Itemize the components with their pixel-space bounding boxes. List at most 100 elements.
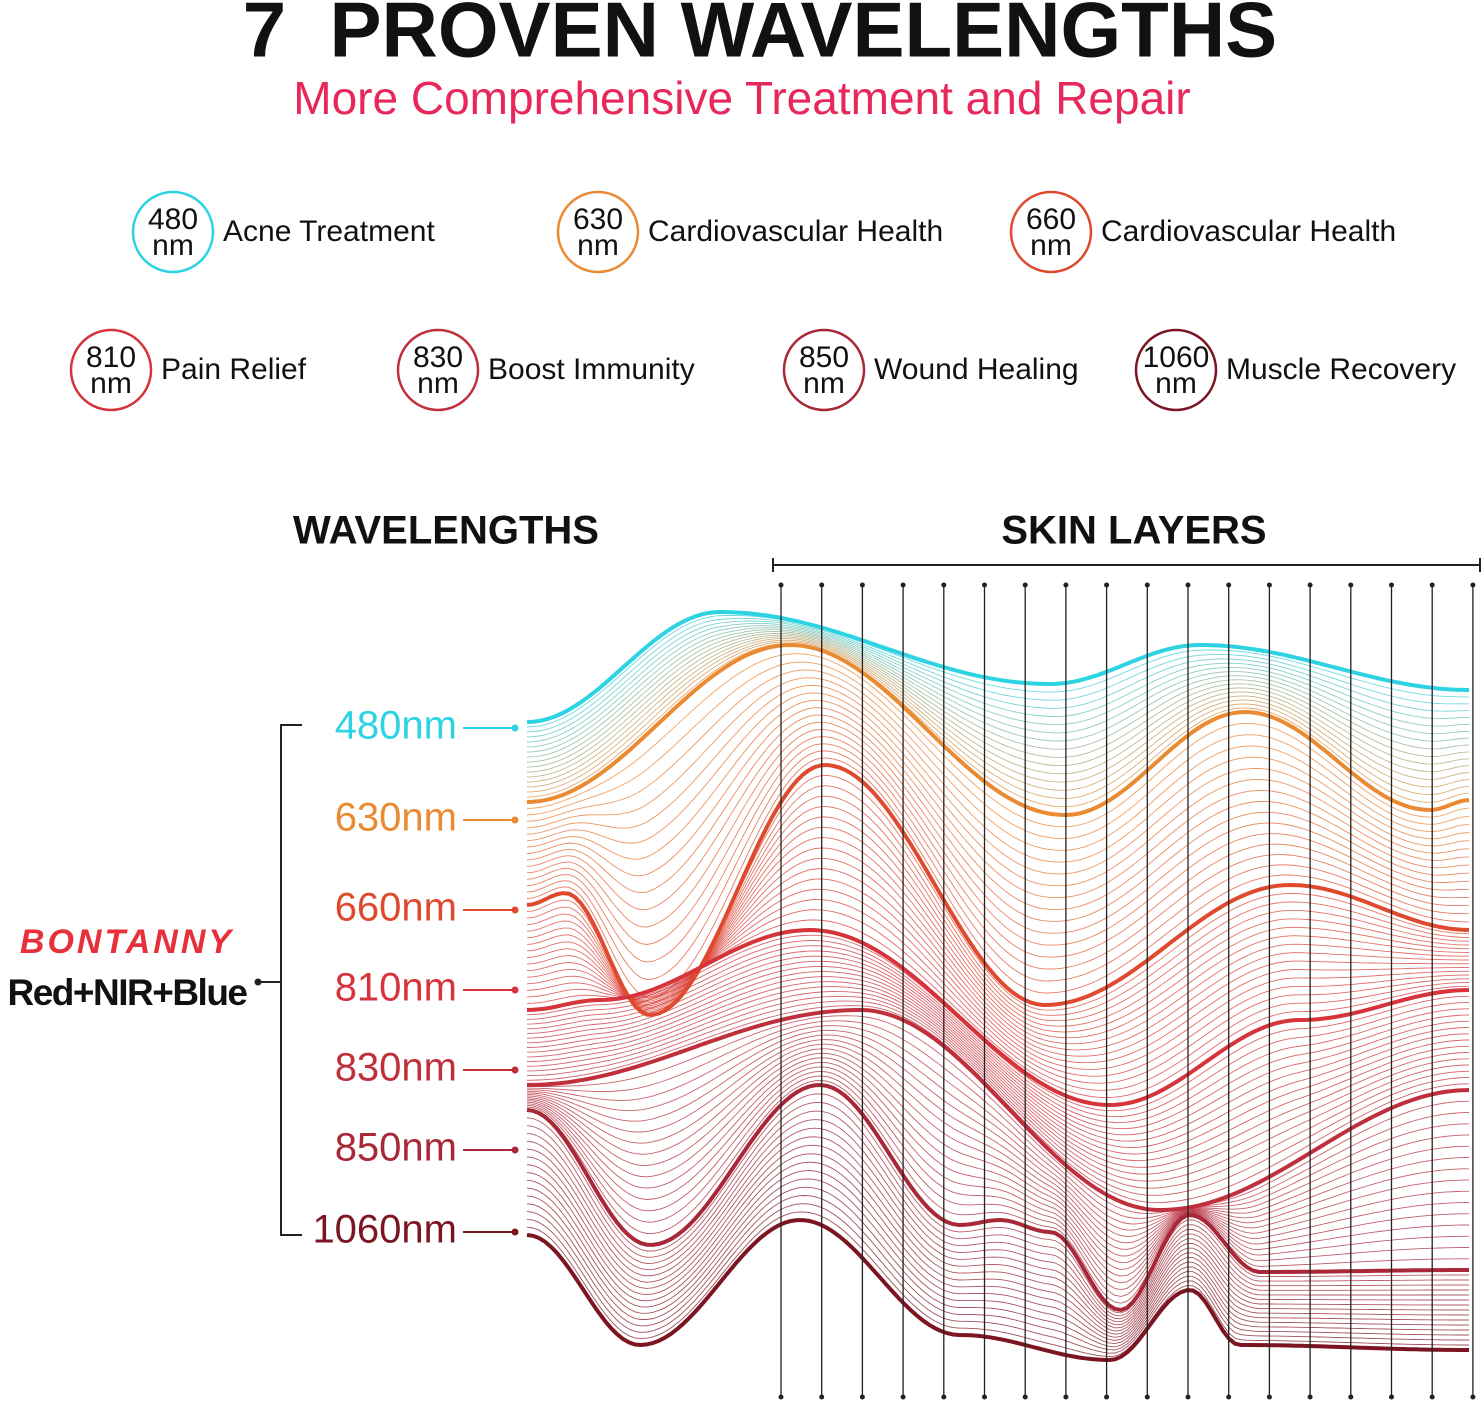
connector-dot bbox=[511, 1066, 519, 1074]
thin-wave bbox=[526, 1195, 1469, 1351]
badge-unit: nm bbox=[90, 367, 132, 400]
wavelength-bracket bbox=[254, 724, 302, 1236]
layer-dot bbox=[982, 582, 987, 588]
wavelength-label: 630nm bbox=[335, 796, 457, 840]
thin-wave bbox=[526, 1039, 1470, 1244]
layer-dot bbox=[1389, 1394, 1394, 1400]
thin-wave bbox=[526, 878, 1469, 1070]
badge-ring bbox=[1134, 328, 1218, 412]
thin-wave bbox=[526, 1102, 1469, 1317]
thin-wave bbox=[526, 1034, 1470, 1237]
thin-wave bbox=[526, 971, 1470, 1155]
wavelength-label: 850nm bbox=[335, 1126, 457, 1170]
thin-wave bbox=[526, 1020, 1470, 1219]
layer-dot bbox=[1022, 1394, 1028, 1400]
badge-wavelength: 1060 bbox=[1143, 341, 1210, 374]
section-heading: SKIN LAYERS bbox=[1001, 509, 1266, 553]
thin-wave bbox=[526, 631, 1470, 763]
layer-dot bbox=[859, 582, 865, 588]
thin-wave bbox=[526, 940, 1470, 1118]
badge-wavelength: 480 bbox=[148, 203, 198, 236]
layer-dot bbox=[1226, 582, 1232, 588]
layer-dot bbox=[1022, 582, 1028, 588]
thin-wave bbox=[526, 625, 1470, 748]
thin-wave bbox=[526, 816, 1469, 1033]
thin-wave bbox=[526, 639, 1470, 791]
thin-wave bbox=[526, 634, 1470, 773]
layer-dot bbox=[1226, 1394, 1232, 1400]
badge-unit: nm bbox=[152, 229, 194, 262]
thin-wave bbox=[526, 981, 1470, 1168]
layer-dot bbox=[1266, 582, 1272, 588]
thin-wave bbox=[526, 1061, 1469, 1277]
layer-dot bbox=[1266, 1394, 1272, 1400]
layer-dot bbox=[1348, 582, 1354, 588]
thin-wave bbox=[526, 806, 1470, 1027]
main-wave bbox=[526, 1008, 1470, 1212]
thin-wave bbox=[526, 847, 1469, 1051]
thin-wave bbox=[526, 653, 1470, 828]
benefit-item: 1060nm Muscle Recovery bbox=[1134, 328, 1456, 412]
thin-wave bbox=[526, 1186, 1469, 1348]
badge-unit: nm bbox=[1155, 367, 1197, 400]
thin-wave bbox=[526, 1005, 1470, 1204]
wavelength-label: 1060nm bbox=[312, 1208, 457, 1252]
layer-dot bbox=[1470, 582, 1476, 588]
thin-wave bbox=[526, 976, 1470, 1162]
connector-dot bbox=[511, 1228, 519, 1236]
layer-dot bbox=[982, 1394, 987, 1400]
main-wave bbox=[526, 927, 1470, 1108]
thin-wave bbox=[526, 1178, 1469, 1345]
thin-wave bbox=[527, 1015, 1470, 1214]
wavelength-label: 660nm bbox=[335, 886, 457, 930]
benefit-item: 850nm Wound Healing bbox=[782, 328, 1079, 412]
thin-wave bbox=[526, 934, 1470, 1112]
thin-wave bbox=[526, 620, 1470, 738]
layer-dot bbox=[1104, 1394, 1110, 1400]
layer-dot bbox=[1429, 582, 1435, 588]
thin-wave bbox=[526, 1029, 1470, 1231]
layer-dot bbox=[1389, 582, 1394, 588]
thin-wave bbox=[526, 888, 1470, 1077]
thin-wave bbox=[526, 1080, 1469, 1304]
main-wave bbox=[526, 762, 1470, 1017]
badge-ring bbox=[1009, 190, 1093, 274]
badge-wavelength: 660 bbox=[1026, 203, 1076, 236]
thin-wave bbox=[526, 669, 1470, 851]
layer-dot bbox=[1185, 582, 1191, 588]
thin-wave bbox=[526, 991, 1470, 1182]
thin-wave bbox=[526, 1119, 1469, 1323]
thin-wave bbox=[526, 1203, 1469, 1354]
badge-wavelength: 850 bbox=[799, 341, 849, 374]
section-heading: WAVELENGTHS bbox=[293, 509, 599, 553]
thin-wave bbox=[526, 826, 1470, 1039]
layer-dot bbox=[778, 1394, 784, 1400]
title: 7 PROVEN WAVELENGTHS bbox=[243, 0, 1277, 74]
thin-wave bbox=[526, 728, 1470, 946]
thin-wave bbox=[526, 714, 1470, 922]
main-wave bbox=[526, 1218, 1469, 1363]
badge-unit: nm bbox=[803, 367, 845, 400]
thin-wave bbox=[527, 1000, 1470, 1196]
layer-dot bbox=[1063, 1394, 1069, 1400]
thin-wave bbox=[526, 955, 1470, 1136]
thin-wave bbox=[526, 1170, 1469, 1341]
badge-wavelength: 630 bbox=[573, 203, 623, 236]
thin-wave bbox=[526, 750, 1469, 982]
skin-layer-lines bbox=[778, 582, 1476, 1400]
thin-wave bbox=[526, 622, 1470, 743]
wave-lines bbox=[526, 610, 1470, 1363]
layer-dot bbox=[1104, 582, 1110, 588]
badge-ring bbox=[556, 190, 640, 274]
layer-dot bbox=[1185, 1394, 1191, 1400]
layer-dot bbox=[819, 582, 825, 588]
thin-wave bbox=[526, 1144, 1469, 1332]
connector-dot bbox=[511, 1146, 519, 1154]
layer-dot bbox=[1063, 582, 1069, 588]
thin-wave bbox=[526, 986, 1470, 1175]
thin-wave bbox=[526, 757, 1470, 998]
thin-wave bbox=[526, 1052, 1469, 1264]
thin-wave bbox=[526, 1153, 1469, 1335]
thin-wave bbox=[526, 1025, 1470, 1225]
